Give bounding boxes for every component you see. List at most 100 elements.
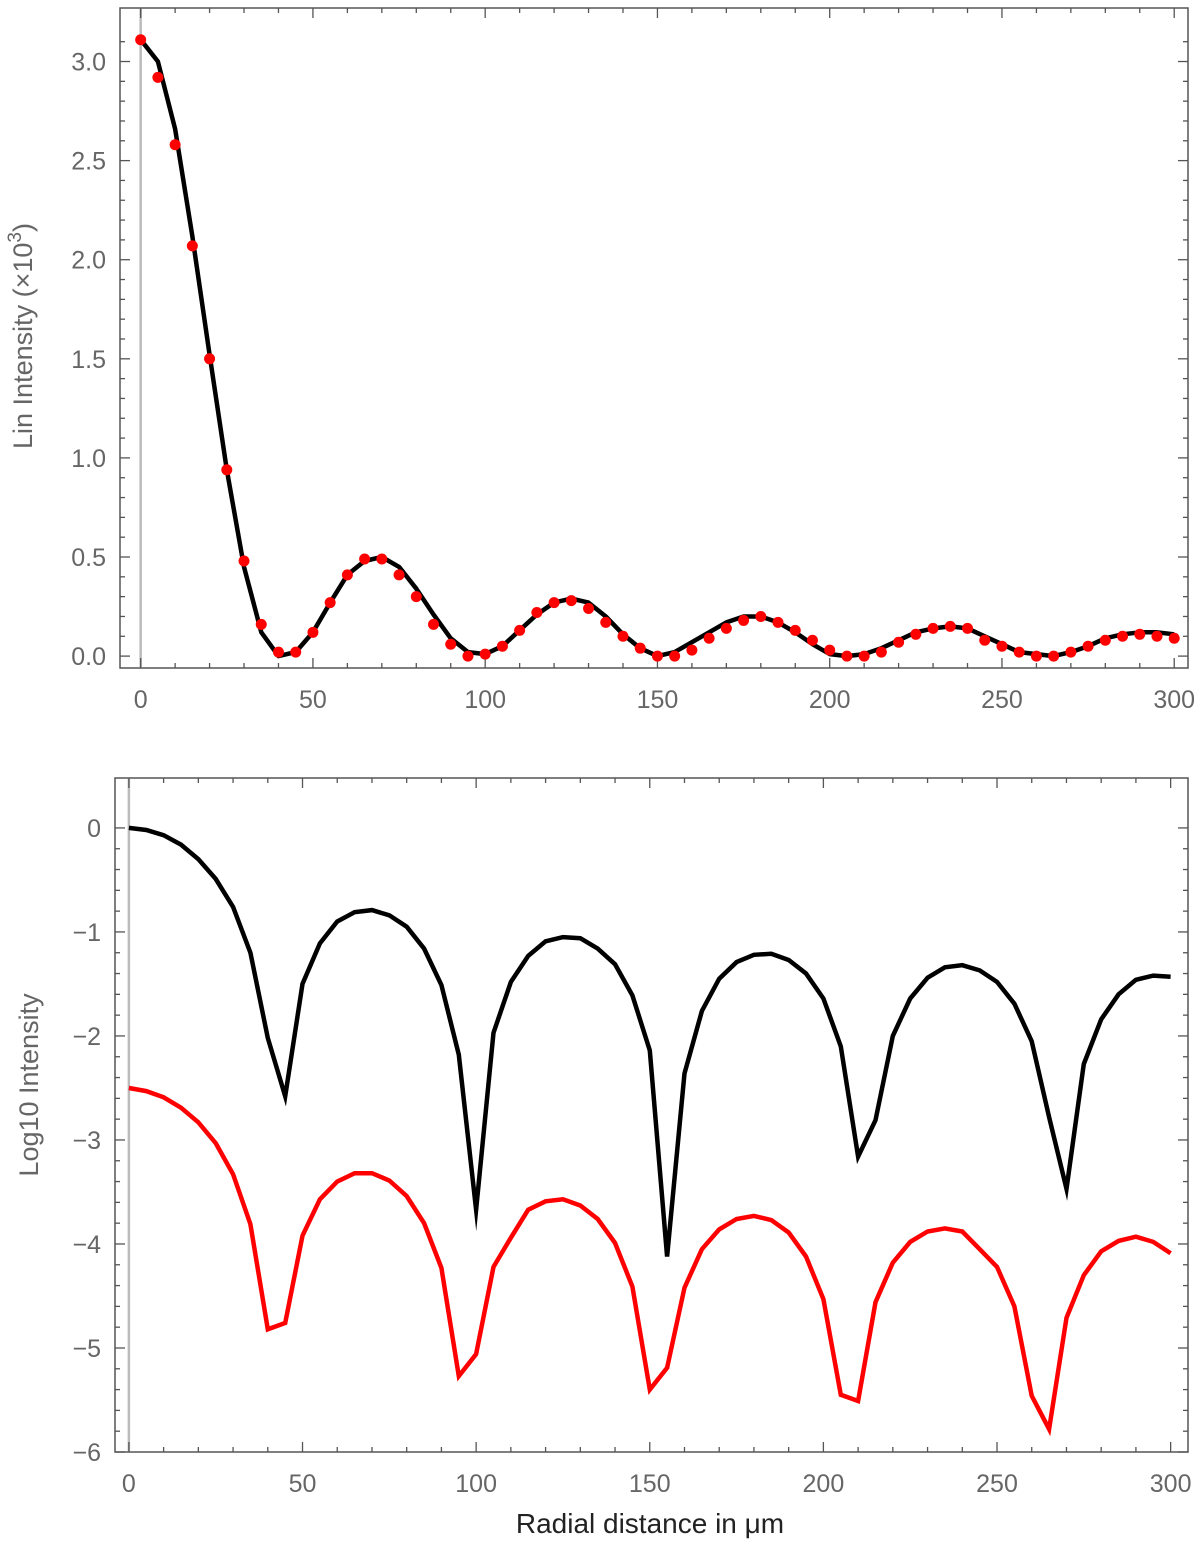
data-point — [910, 628, 922, 640]
data-point — [893, 636, 905, 648]
x-tick-label: 150 — [637, 686, 679, 714]
data-point — [496, 640, 508, 652]
data-point — [307, 626, 319, 638]
data-point — [962, 622, 974, 634]
data-point — [548, 597, 560, 609]
x-tick-label: 50 — [289, 1470, 317, 1498]
data-point — [772, 616, 784, 628]
data-point — [669, 650, 681, 662]
y-tick-label: 0.5 — [71, 544, 106, 572]
x-tick-label: 0 — [122, 1470, 136, 1498]
plot-frame — [114, 777, 1189, 1453]
data-point — [169, 139, 181, 151]
plot-frame — [119, 7, 1189, 669]
data-point — [255, 618, 267, 630]
data-point — [290, 646, 302, 658]
series-black-curve — [128, 825, 1171, 1257]
data-point — [238, 555, 250, 567]
data-point — [703, 632, 715, 644]
data-point — [186, 240, 198, 252]
data-point — [634, 642, 646, 654]
model-curve — [138, 38, 1175, 659]
data-point — [1065, 646, 1077, 658]
series-red-curve — [128, 1085, 1172, 1437]
data-point — [875, 646, 887, 658]
y-tick-label: 2.5 — [71, 148, 106, 176]
data-point — [565, 595, 577, 607]
data-point — [755, 610, 767, 622]
data-point — [1168, 632, 1180, 644]
y-tick-labels: 0 −1 −2 −3 −4 −5 −6 — [72, 815, 101, 1467]
tick-marks — [115, 778, 1188, 1453]
data-point — [927, 622, 939, 634]
data-point — [393, 569, 405, 581]
data-point — [221, 464, 233, 476]
y-tick-label: 1.5 — [71, 346, 106, 374]
data-point — [1082, 640, 1094, 652]
y-axis-title: Log10 Intensity — [14, 993, 44, 1177]
y-tick-label: −2 — [72, 1023, 101, 1051]
data-point — [479, 648, 491, 660]
y-tick-labels: 0.0 0.5 1.0 1.5 2.0 2.5 3.0 — [71, 49, 106, 672]
x-tick-label: 250 — [981, 686, 1023, 714]
data-point — [720, 622, 732, 634]
data-point — [806, 634, 818, 646]
x-tick-label: 100 — [464, 686, 506, 714]
x-tick-label: 0 — [134, 686, 148, 714]
y-tick-label: −1 — [72, 919, 101, 947]
data-point — [1134, 628, 1146, 640]
x-tick-labels: 0 50 100 150 200 250 300 — [134, 686, 1195, 714]
data-point — [824, 644, 836, 656]
data-point — [410, 591, 422, 603]
data-point — [204, 353, 216, 365]
x-tick-labels: 0 50 100 150 200 250 300 — [122, 1470, 1192, 1498]
y-tick-label: 0.0 — [71, 643, 106, 671]
data-point — [841, 650, 853, 662]
data-point — [600, 616, 612, 628]
measured-points — [135, 34, 1180, 662]
data-point — [789, 624, 801, 636]
y-tick-label: −4 — [72, 1231, 101, 1259]
tick-marks — [120, 8, 1188, 668]
data-point — [462, 650, 474, 662]
x-tick-label: 300 — [1153, 686, 1195, 714]
data-point — [1030, 650, 1042, 662]
x-tick-label: 250 — [976, 1470, 1018, 1498]
y-tick-label: 2.0 — [71, 247, 106, 275]
data-point — [686, 644, 698, 656]
y-tick-label: −3 — [72, 1127, 101, 1155]
data-point — [583, 603, 595, 615]
data-point — [359, 553, 371, 565]
data-point — [617, 630, 629, 642]
data-point — [428, 618, 440, 630]
data-point — [1151, 630, 1163, 642]
y-tick-label: −6 — [72, 1439, 101, 1467]
x-tick-label: 100 — [455, 1470, 497, 1498]
data-point — [376, 553, 388, 565]
data-point — [1099, 634, 1111, 646]
data-point — [152, 71, 164, 83]
log-intensity-panel: 0 50 100 150 200 250 300 0 −1 −2 −3 −4 −5 −6 Log10 I… — [14, 777, 1192, 1539]
data-point — [341, 569, 353, 581]
data-point — [1048, 650, 1060, 662]
data-point — [514, 624, 526, 636]
data-point — [979, 634, 991, 646]
data-point — [996, 640, 1008, 652]
x-tick-label: 200 — [803, 1470, 845, 1498]
x-tick-label: 150 — [629, 1470, 671, 1498]
linear-intensity-panel: 0 50 100 150 200 250 300 0.0 0.5 1.0 1.5 2.0 2.5 3.0… — [5, 7, 1195, 714]
data-point — [135, 34, 147, 46]
data-point — [1013, 646, 1025, 658]
data-point — [531, 607, 543, 619]
x-tick-label: 50 — [299, 686, 327, 714]
y-axis-title: Lin Intensity (×103) — [5, 223, 38, 449]
y-tick-label: 1.0 — [71, 445, 106, 473]
y-tick-label: −5 — [72, 1335, 101, 1363]
y-tick-label: 3.0 — [71, 49, 106, 77]
x-tick-label: 200 — [809, 686, 851, 714]
x-axis-title: Radial distance in μm — [516, 1508, 784, 1539]
data-point — [272, 646, 284, 658]
y-tick-label: 0 — [87, 815, 101, 843]
data-point — [445, 638, 457, 650]
